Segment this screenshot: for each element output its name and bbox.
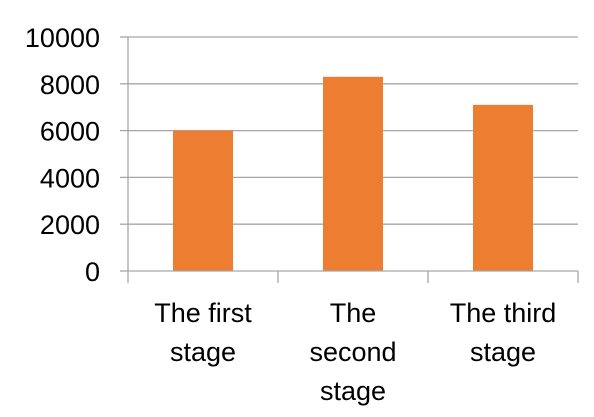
bars: [173, 76, 533, 271]
y-tick-label: 8000: [40, 70, 100, 100]
x-category-label: The first stage: [154, 298, 252, 367]
bar-3: [473, 104, 533, 271]
x-axis-category-labels: The first stage The second stage The third sta…: [154, 298, 556, 406]
bar-1: [173, 130, 233, 271]
x-category-label: The third stage: [450, 298, 557, 367]
y-tick-label: 0: [85, 257, 100, 287]
y-tick-label: 4000: [40, 163, 100, 193]
y-tick-label: 6000: [40, 117, 100, 147]
x-category-label: The second stage: [309, 298, 396, 406]
bar-2: [323, 76, 383, 271]
y-axis-tick-labels: 0 2000 4000 6000 8000 10000: [25, 23, 100, 287]
y-tick-label: 10000: [25, 23, 100, 53]
y-tick-label: 2000: [40, 210, 100, 240]
axes: [120, 36, 579, 283]
